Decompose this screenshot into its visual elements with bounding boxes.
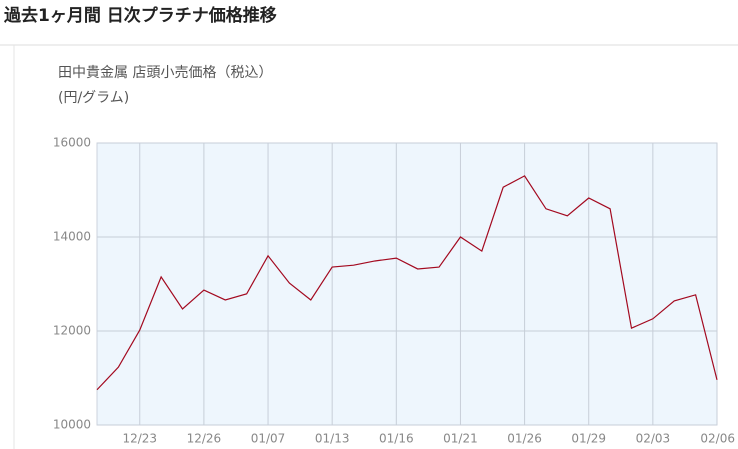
y-tick-label: 12000 xyxy=(53,324,91,338)
y-axis-label: (円/グラム) xyxy=(58,90,129,106)
x-tick-label: 02/06 xyxy=(700,432,735,446)
x-tick-label: 12/23 xyxy=(122,432,157,446)
page-title: 過去1ヶ月間 日次プラチナ価格推移 xyxy=(4,5,277,26)
x-tick-label: 02/03 xyxy=(636,432,671,446)
x-tick-label: 01/16 xyxy=(379,432,414,446)
x-tick-label: 01/26 xyxy=(507,432,542,446)
price-line xyxy=(96,175,718,391)
x-tick-label: 01/29 xyxy=(571,432,606,446)
x-tick-label: 01/21 xyxy=(443,432,478,446)
x-tick-label: 01/07 xyxy=(251,432,286,446)
y-tick-label: 16000 xyxy=(53,136,91,150)
y-tick-label: 10000 xyxy=(53,418,91,432)
x-tick-label: 01/13 xyxy=(315,432,350,446)
x-tick-label: 12/26 xyxy=(187,432,222,446)
plot-area xyxy=(96,142,718,426)
y-tick-label: 14000 xyxy=(53,230,91,244)
chart-subtitle: 田中貴金属 店頭小売価格（税込） xyxy=(58,65,272,81)
